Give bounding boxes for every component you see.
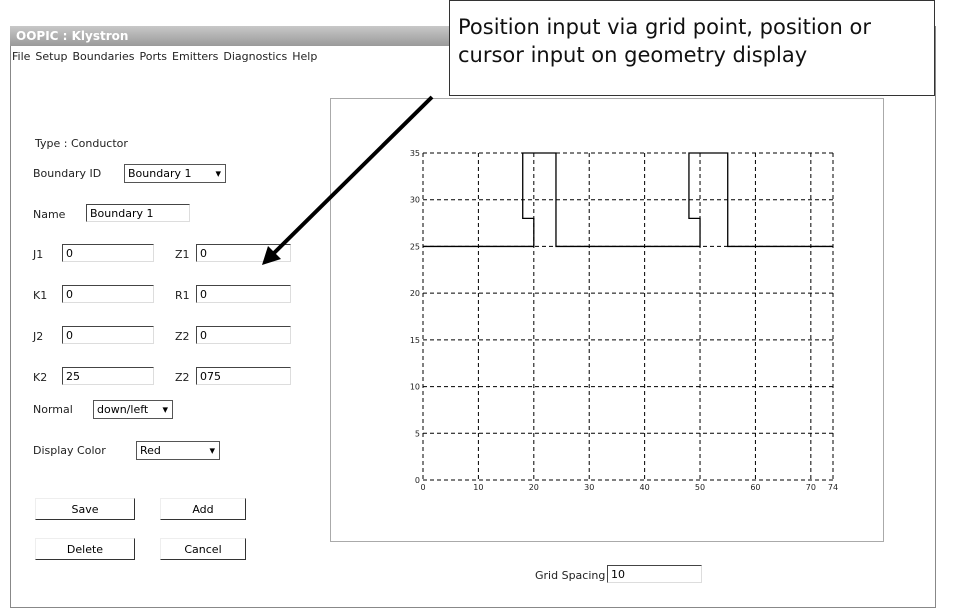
x-tick-label: 60	[750, 483, 760, 492]
y-tick-label: 25	[410, 242, 420, 251]
x-tick-label: 10	[473, 483, 483, 492]
y-tick-label: 30	[410, 196, 420, 205]
y-tick-label: 35	[410, 149, 420, 158]
x-tick-label: 50	[695, 483, 705, 492]
y-tick-label: 10	[410, 383, 420, 392]
y-tick-label: 5	[415, 429, 420, 438]
y-tick-label: 15	[410, 336, 420, 345]
callout-line: cursor input on geometry display	[458, 41, 934, 69]
x-tick-label: 40	[640, 483, 650, 492]
callout-arrow	[272, 97, 432, 255]
x-tick-label: 74	[828, 483, 838, 492]
x-tick-label: 0	[420, 483, 425, 492]
y-tick-label: 0	[415, 476, 420, 485]
x-tick-label: 30	[584, 483, 594, 492]
callout-line: Position input via grid point, position …	[458, 13, 934, 41]
callout: Position input via grid point, position …	[449, 0, 935, 96]
x-tick-label: 70	[806, 483, 816, 492]
page: OOPIC : Klystron FileSetupBoundariesPort…	[0, 0, 974, 614]
x-tick-label: 20	[529, 483, 539, 492]
y-tick-label: 20	[410, 289, 420, 298]
